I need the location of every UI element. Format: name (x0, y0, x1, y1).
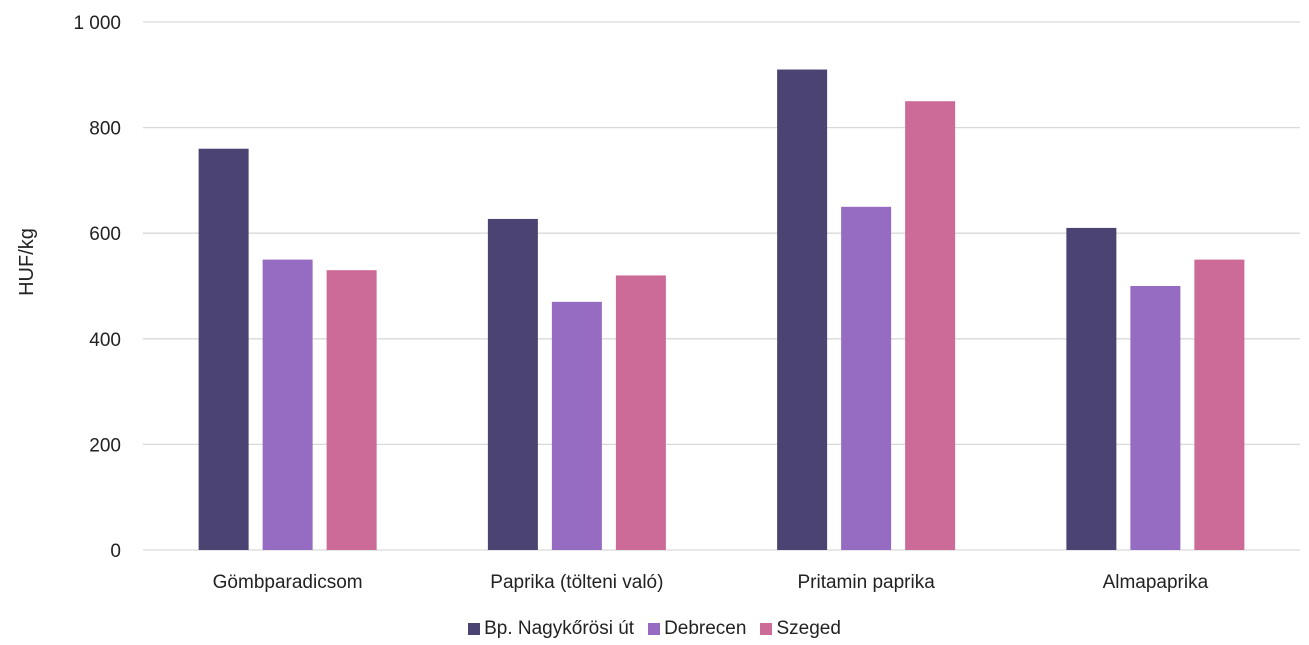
legend-label: Bp. Nagykőrösi út (484, 618, 635, 639)
y-axis-label: HUF/kg (16, 228, 38, 296)
gridlines (143, 21, 1300, 551)
bar (326, 270, 377, 550)
legend-label: Szeged (776, 618, 841, 639)
legend-item: Debrecen (648, 618, 746, 640)
y-tick-label: 200 (89, 435, 121, 456)
legend-item: Bp. Nagykőrösi út (468, 618, 634, 640)
bar (487, 218, 538, 550)
bar (905, 101, 956, 550)
bar (1130, 286, 1181, 550)
chart-plot: 0 200 400 600 800 1 000 Gömbparadicsom Paprika… (16, 13, 1300, 593)
legend-swatch (648, 623, 661, 635)
bar (1194, 259, 1245, 550)
legend-label: Debrecen (664, 618, 747, 639)
x-tick-label: Paprika (tölteni való) (490, 572, 663, 593)
bar (615, 275, 666, 550)
x-tick-label: Gömbparadicsom (213, 572, 363, 593)
x-tick-label: Almapaprika (1103, 572, 1209, 593)
bar (1066, 227, 1117, 551)
y-tick-label: 600 (89, 224, 121, 245)
bar (777, 69, 828, 551)
legend: Bp. Nagykőrösi út Debrecen Szeged (0, 618, 1309, 640)
y-tick-label: 400 (89, 330, 121, 351)
y-tick-label: 0 (110, 541, 121, 562)
x-axis-ticks: Gömbparadicsom Paprika (tölteni való) Prit… (213, 572, 1209, 593)
legend-item: Szeged (760, 618, 841, 640)
bar (198, 148, 249, 550)
bar (841, 206, 892, 551)
bars (198, 69, 1245, 551)
bar (551, 301, 602, 550)
legend-swatch (760, 623, 773, 635)
y-axis-ticks: 0 200 400 600 800 1 000 (73, 13, 121, 562)
y-tick-label: 800 (89, 119, 121, 140)
bar (262, 259, 313, 550)
legend-swatch (468, 623, 481, 635)
x-tick-label: Pritamin paprika (797, 572, 935, 593)
y-tick-label: 1 000 (73, 13, 121, 34)
